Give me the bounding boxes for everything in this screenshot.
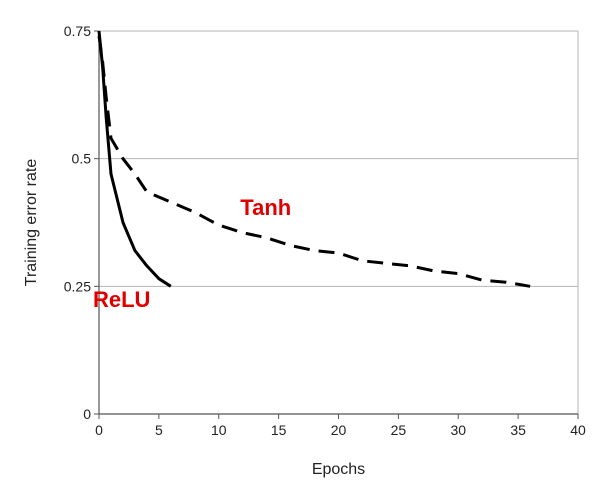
axes bbox=[98, 31, 578, 415]
x-tick-label-8: 40 bbox=[570, 422, 586, 438]
series-labels: ReLU Tanh bbox=[93, 195, 291, 312]
x-tick-label-5: 25 bbox=[391, 422, 407, 438]
x-axis-title: Epochs bbox=[312, 461, 365, 478]
y-tick-label-0: 0 bbox=[83, 406, 91, 422]
series-label-relu: ReLU bbox=[93, 287, 150, 312]
y-tick-label-3: 0.75 bbox=[64, 23, 91, 39]
x-tick-label-0: 0 bbox=[95, 422, 103, 438]
x-ticks: 0 5 10 15 20 25 30 35 40 bbox=[95, 414, 586, 438]
series-lines bbox=[97, 30, 531, 288]
series-line-relu bbox=[97, 30, 172, 288]
y-tick-label-2: 0.5 bbox=[72, 151, 92, 167]
x-tick-label-3: 15 bbox=[271, 422, 287, 438]
grid-lines bbox=[99, 30, 579, 414]
x-tick-label-1: 5 bbox=[155, 422, 163, 438]
y-tick-label-1: 0.25 bbox=[64, 278, 91, 294]
x-tick-label-2: 10 bbox=[211, 422, 227, 438]
y-axis-title: Training error rate bbox=[23, 159, 40, 287]
x-tick-label-6: 30 bbox=[450, 422, 466, 438]
y-ticks: 0 0.25 0.5 0.75 bbox=[64, 23, 99, 422]
x-tick-label-7: 35 bbox=[510, 422, 526, 438]
x-tick-label-4: 20 bbox=[331, 422, 347, 438]
series-label-tanh: Tanh bbox=[240, 195, 291, 220]
series-line-tanh bbox=[97, 35, 531, 288]
